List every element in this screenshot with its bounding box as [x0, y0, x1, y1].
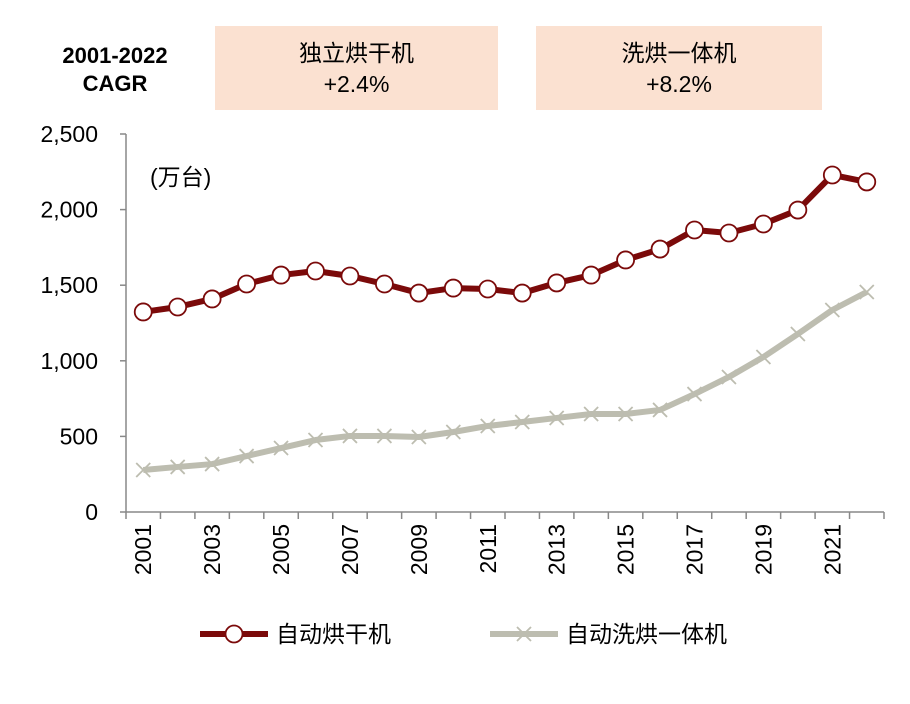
legend-marker-circle	[224, 624, 244, 644]
data-point	[583, 406, 599, 422]
data-point	[443, 278, 463, 298]
data-point	[617, 406, 634, 422]
data-point	[204, 456, 220, 472]
data-point	[445, 424, 461, 440]
data-point	[788, 200, 808, 220]
data-point	[411, 429, 427, 445]
unit-label: (万台)	[150, 164, 211, 190]
data-point	[857, 172, 877, 192]
data-point	[202, 289, 222, 309]
data-point	[685, 220, 704, 240]
data-point	[686, 386, 703, 402]
data-point	[340, 266, 360, 286]
data-point	[514, 414, 530, 430]
x-tick-label: 2017	[682, 524, 708, 575]
y-tick-label: 500	[60, 423, 98, 449]
data-point	[306, 261, 325, 281]
data-point	[859, 284, 875, 300]
x-tick-label: 2011	[475, 524, 501, 573]
cagr-title-period: 2001-2022	[62, 43, 168, 68]
data-point	[133, 302, 153, 322]
x-tick-label: 2003	[199, 524, 225, 575]
legend-label-0: 自动烘干机	[276, 622, 391, 648]
cagr-box-washer-dryer: 洗烘一体机 +8.2%	[536, 26, 822, 110]
data-point	[616, 250, 635, 270]
data-point	[478, 279, 498, 299]
data-point	[755, 349, 772, 365]
x-tick-label: 2009	[406, 524, 432, 575]
data-point	[409, 283, 429, 303]
data-point	[376, 428, 393, 444]
data-point	[307, 432, 324, 448]
data-point	[754, 214, 773, 234]
data-point	[135, 462, 151, 478]
cagr-box-dryer: 独立烘干机 +2.4%	[215, 26, 498, 110]
data-point	[273, 440, 289, 456]
data-point	[238, 448, 255, 464]
x-tick-label: 2021	[819, 524, 845, 575]
data-point	[342, 428, 358, 444]
data-point	[650, 239, 670, 259]
data-point	[719, 223, 739, 243]
data-point	[721, 369, 737, 385]
data-point	[549, 410, 565, 426]
legend-label-1: 自动洗烘一体机	[566, 622, 727, 648]
series-line-1	[142, 289, 869, 473]
y-tick-label: 2,000	[40, 197, 98, 223]
data-point	[652, 402, 668, 418]
x-tick-label: 2001	[130, 524, 156, 575]
data-point	[790, 326, 806, 342]
data-point	[581, 265, 601, 285]
y-tick-label: 1,500	[40, 272, 98, 298]
data-point	[547, 273, 567, 293]
data-point	[170, 459, 186, 475]
cagr-box-label: 洗烘一体机	[621, 40, 737, 66]
y-tick-label: 0	[85, 499, 98, 525]
x-tick-label: 2007	[337, 524, 363, 575]
x-tick-label: 2019	[750, 524, 776, 575]
data-point	[375, 274, 394, 294]
data-point	[512, 283, 532, 303]
data-point	[271, 265, 291, 285]
y-tick-label: 2,500	[40, 121, 98, 147]
x-tick-label: 2015	[613, 524, 639, 575]
data-point	[822, 165, 842, 185]
x-tick-label: 2005	[268, 524, 294, 575]
y-tick-label: 1,000	[40, 348, 98, 374]
x-tick-label: 2013	[544, 524, 570, 575]
cagr-box-label: 独立烘干机	[299, 40, 414, 66]
cagr-title-label: CAGR	[82, 71, 148, 96]
cagr-box-value: +2.4%	[323, 71, 390, 97]
data-point	[824, 302, 840, 318]
cagr-box-value: +8.2%	[646, 71, 712, 97]
data-point	[480, 418, 496, 434]
data-point	[237, 274, 256, 294]
legend-marker-x	[516, 626, 532, 642]
cagr-title: 2001-2022 CAGR	[40, 42, 190, 98]
data-point	[168, 297, 188, 317]
series-line-0	[142, 171, 868, 315]
